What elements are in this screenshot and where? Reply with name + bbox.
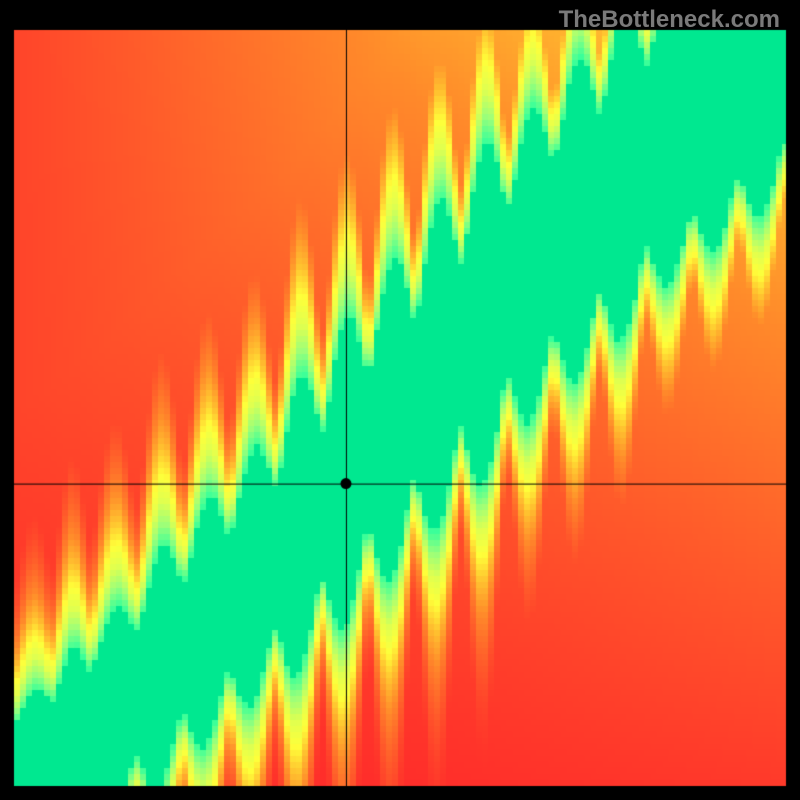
watermark-text: TheBottleneck.com: [559, 6, 780, 34]
chart-container: TheBottleneck.com: [0, 0, 800, 800]
bottleneck-heatmap: [0, 0, 800, 800]
